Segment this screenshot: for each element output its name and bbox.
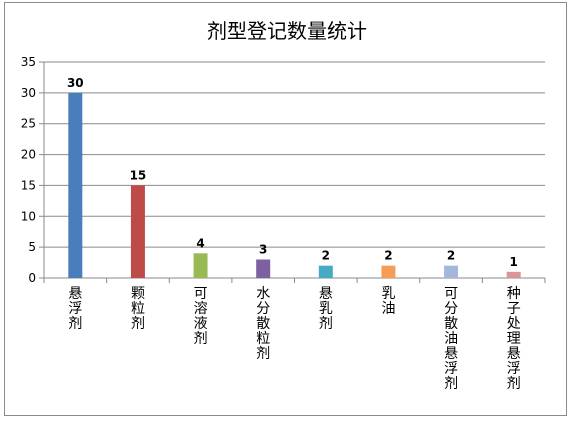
y-tick-label: 35 <box>21 55 36 69</box>
bar-3 <box>256 259 271 278</box>
bar-0 <box>68 92 83 278</box>
y-tick-label: 20 <box>21 148 36 162</box>
data-label: 2 <box>322 249 330 263</box>
data-label: 2 <box>384 249 392 263</box>
bars <box>68 92 521 278</box>
bar-1 <box>130 185 145 278</box>
bar-7 <box>506 271 521 278</box>
data-label: 30 <box>67 76 84 90</box>
category-label: 悬乳剂 <box>319 286 333 332</box>
data-label: 2 <box>447 249 455 263</box>
category-labels: 悬浮剂 颗粒剂 可溶液剂 水分散粒剂 悬乳剂 乳油 可分散油悬浮剂 种子处理悬浮剂 <box>68 286 520 392</box>
category-label: 颗粒剂 <box>131 286 145 332</box>
category-label: 可溶液剂 <box>194 286 208 347</box>
data-labels: 30 15 4 3 2 2 2 1 <box>67 76 518 269</box>
y-tick-label: 15 <box>21 178 36 192</box>
bar-2 <box>193 253 208 278</box>
data-label: 4 <box>196 236 204 250</box>
bar-4 <box>318 265 333 278</box>
y-tick-label: 10 <box>21 209 36 223</box>
y-tick-label: 30 <box>21 86 36 100</box>
gridlines <box>44 61 545 248</box>
category-label: 悬浮剂 <box>68 286 82 332</box>
category-label: 可分散油悬浮剂 <box>444 286 458 392</box>
chart-title: 剂型登记数量统计 <box>207 19 367 43</box>
category-label: 乳油 <box>381 286 395 317</box>
data-label: 1 <box>510 255 518 269</box>
y-tick-label: 5 <box>28 240 36 254</box>
data-label: 3 <box>259 242 267 256</box>
bar-6 <box>444 265 459 278</box>
axes: 0 5 10 15 20 25 30 35 <box>21 55 546 285</box>
y-tick-label: 25 <box>21 117 36 131</box>
category-label: 水分散粒剂 <box>256 286 270 362</box>
category-label: 种子处理悬浮剂 <box>507 286 521 392</box>
y-tick-label: 0 <box>28 271 36 285</box>
data-label: 15 <box>130 168 147 182</box>
bar-5 <box>381 265 396 278</box>
chart-frame <box>4 2 567 416</box>
